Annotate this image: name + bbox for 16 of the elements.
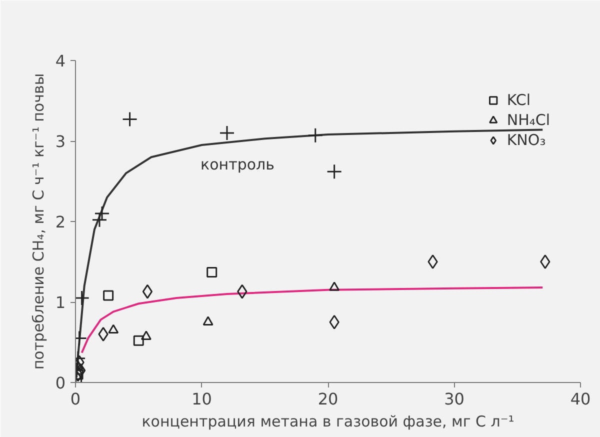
y-tick-label: 2	[55, 212, 66, 232]
legend-label: KCl	[506, 90, 531, 110]
x-axis-title: концентрация метана в газовой фазе, мг C л⁻¹	[142, 412, 514, 430]
y-tick-label: 1	[55, 293, 66, 312]
y-tick-label: 3	[55, 132, 66, 151]
legend-label: KNO₃	[506, 130, 546, 150]
legend-label: NH₄Cl	[506, 110, 550, 130]
y-tick-label: 4	[55, 52, 66, 70]
y-axis-title: потребление CH₄, мг C ч⁻¹ кг⁻¹ почвы	[29, 73, 48, 370]
x-tick-label: 0	[70, 390, 81, 408]
x-tick-label: 10	[192, 390, 212, 408]
x-tick-label: 20	[318, 390, 338, 408]
x-tick-label: 30	[444, 390, 464, 408]
y-tick-label: 0	[55, 374, 66, 392]
x-tick-label: 40	[570, 390, 591, 408]
annotation: контроль	[200, 156, 274, 174]
